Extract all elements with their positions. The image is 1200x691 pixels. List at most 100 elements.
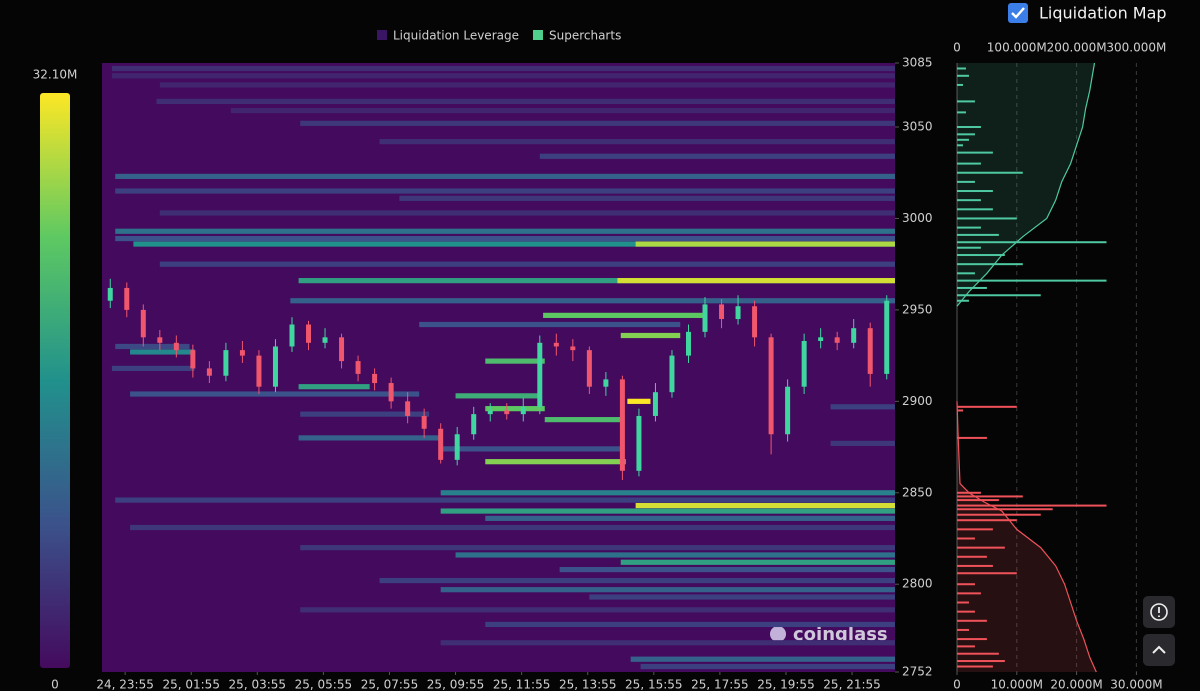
- candle-body: [867, 328, 873, 374]
- candle-body: [884, 300, 890, 374]
- liquidation-bar: [957, 660, 1005, 663]
- x-tick-label: 25, 09:55: [427, 678, 484, 691]
- colorbar-label: 0: [51, 678, 59, 691]
- liquidation-bar: [957, 180, 975, 183]
- liquidation-band: [485, 621, 895, 628]
- x-tick-label: 25, 11:55: [493, 678, 550, 691]
- liquidation-bar: [957, 528, 993, 531]
- liquidation-bar: [957, 537, 975, 540]
- y-tick-label: 2752: [902, 665, 933, 679]
- candle-body: [306, 324, 312, 343]
- button[interactable]: [1143, 634, 1175, 666]
- legend-swatch[interactable]: [532, 30, 543, 40]
- legend-swatch[interactable]: [377, 30, 387, 40]
- liquidation-bar: [957, 583, 975, 586]
- candle-body: [322, 337, 328, 343]
- liquidation-bar: [957, 555, 987, 558]
- candle-body: [272, 346, 278, 387]
- toggle-label[interactable]: Liquidation Map: [1039, 4, 1167, 23]
- liquidation-band: [156, 98, 896, 105]
- y-tick-label: 3000: [902, 211, 933, 225]
- candle-body: [239, 350, 245, 356]
- liquidation-bar: [957, 67, 966, 70]
- liquidation-bar: [957, 572, 1017, 575]
- colorbar: [40, 93, 70, 668]
- liquidation-bar: [957, 246, 981, 249]
- button[interactable]: [1143, 596, 1175, 628]
- candle-body: [140, 309, 146, 338]
- candle-body: [719, 304, 725, 320]
- liquidation-bar: [957, 272, 975, 275]
- liquidation-band: [419, 321, 681, 328]
- liquidation-band: [440, 640, 895, 646]
- candle-body: [537, 342, 543, 407]
- scroll-top-button[interactable]: [1143, 634, 1175, 666]
- liquidation-bar: [957, 254, 1005, 257]
- candle-body: [669, 355, 675, 393]
- liquidation-band: [559, 566, 895, 573]
- candle-body: [636, 415, 642, 471]
- legend-label[interactable]: Liquidation Leverage: [393, 29, 519, 43]
- candle-body: [289, 324, 295, 347]
- liquidation-bar: [957, 144, 963, 147]
- liquidation-bar: [957, 162, 981, 165]
- x-tick-label: 25, 05:55: [295, 678, 352, 691]
- liquidation-bar: [957, 263, 1023, 266]
- liquidation-band: [130, 349, 195, 355]
- toggle[interactable]: Liquidation Map: [1008, 3, 1167, 23]
- liquidation-band: [298, 435, 441, 441]
- check-icon: [1011, 7, 1025, 19]
- x-tick-label: 25, 03:55: [229, 678, 286, 691]
- candle-body: [388, 383, 394, 402]
- liquidation-band: [440, 446, 621, 452]
- liquidation-band: [617, 278, 895, 284]
- liquidation-bar: [957, 645, 975, 648]
- liquidation-band: [159, 210, 895, 216]
- liquidation-band: [111, 73, 896, 79]
- watermark: coinglass: [770, 624, 888, 645]
- liquidation-band: [830, 404, 895, 410]
- liquidation-bar: [957, 519, 1017, 522]
- liquidation-band: [440, 490, 895, 496]
- liquidation-bar: [957, 546, 1005, 549]
- y-tick-label: 2800: [902, 577, 933, 591]
- liquidation-band: [298, 278, 896, 284]
- candle-body: [553, 342, 559, 347]
- y-tick-label: 3050: [902, 120, 933, 134]
- candle-body: [851, 328, 857, 343]
- liquidation-band: [620, 332, 681, 339]
- liquidation-band: [115, 173, 895, 179]
- liquidation-band: [539, 153, 895, 159]
- liquidation-bar: [957, 409, 963, 412]
- candle-body: [372, 373, 378, 384]
- candle-body: [752, 306, 758, 338]
- liquidation-bar: [957, 241, 1107, 244]
- liquidation-band: [485, 406, 545, 412]
- liquidation-band: [115, 228, 895, 234]
- liquidation-bar: [957, 508, 1053, 511]
- legend-label[interactable]: Supercharts: [549, 29, 621, 43]
- liquidation-bar: [957, 190, 993, 193]
- x-tick-label: 25, 17:55: [691, 678, 748, 691]
- liquidation-band: [115, 497, 895, 503]
- liquidation-band: [640, 663, 895, 670]
- candle-body: [157, 337, 163, 343]
- bottom-tick-label: 10.000M: [991, 678, 1043, 691]
- liquidation-band: [379, 139, 895, 145]
- bottom-tick-label: 30.000M: [1110, 678, 1162, 691]
- x-tick-label: 25, 15:55: [625, 678, 682, 691]
- bottom-tick-label: 20.000M: [1050, 678, 1102, 691]
- liquidation-bar: [957, 151, 993, 154]
- candle-body: [652, 392, 658, 416]
- candle-body: [487, 410, 493, 415]
- liquidation-bar: [957, 279, 1107, 282]
- liquidation-bar: [957, 226, 981, 229]
- candle-body: [421, 415, 427, 429]
- liquidation-band: [455, 552, 895, 558]
- y-tick-label: 2900: [902, 394, 933, 408]
- watermark-logo: [770, 626, 786, 642]
- candle-body: [603, 379, 609, 387]
- liquidation-bar: [957, 652, 999, 655]
- liquidation-bar: [957, 199, 981, 202]
